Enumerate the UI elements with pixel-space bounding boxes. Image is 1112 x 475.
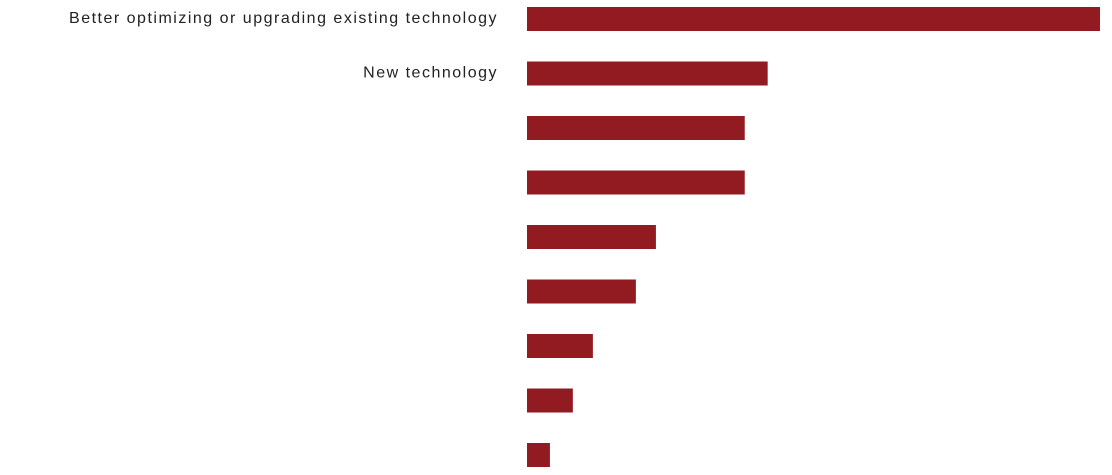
bar-3 — [527, 116, 745, 140]
bar-5 — [527, 225, 656, 249]
bar-7 — [527, 334, 593, 358]
category-label-1: Better optimizing or upgrading existing … — [69, 10, 498, 27]
bar-6 — [527, 279, 636, 304]
bar-1 — [527, 7, 1100, 31]
bar-2 — [527, 61, 768, 86]
bar-8 — [527, 388, 573, 413]
category-label-2: New technology — [363, 65, 498, 82]
bar-4 — [527, 170, 745, 195]
bar-9 — [527, 443, 550, 467]
